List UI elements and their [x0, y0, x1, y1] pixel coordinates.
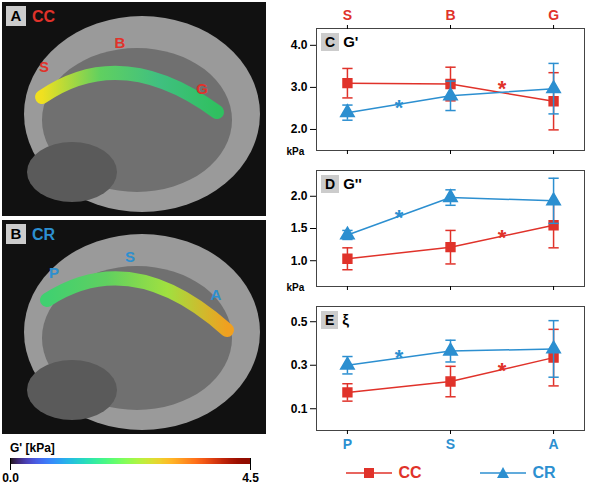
svg-text:G: G: [548, 7, 559, 23]
html-text:CR: CR: [532, 464, 556, 481]
svg-text:2.0: 2.0: [291, 189, 308, 203]
svg-text:3.0: 3.0: [291, 80, 308, 94]
svg-text:S: S: [39, 58, 49, 75]
svg-text:*: *: [395, 95, 404, 120]
svg-text:2.0: 2.0: [291, 122, 308, 136]
svg-text:P: P: [49, 264, 59, 281]
svg-text:kPa: kPa: [287, 146, 305, 157]
svg-text:CC: CC: [32, 8, 56, 25]
svg-text:G: G: [196, 80, 208, 97]
svg-text:1.5: 1.5: [291, 221, 308, 235]
svg-text:*: *: [395, 345, 404, 370]
html-text:CC: CC: [398, 464, 422, 481]
svg-text:B: B: [445, 7, 455, 23]
svg-text:S: S: [446, 436, 455, 452]
svg-text:P: P: [343, 436, 352, 452]
svg-text:S: S: [343, 7, 352, 23]
html-text:G'': G'': [343, 175, 362, 192]
svg-text:0.1: 0.1: [291, 402, 308, 416]
svg-text:B: B: [115, 34, 126, 51]
svg-text:CR: CR: [32, 226, 56, 243]
svg-text:S: S: [125, 248, 135, 265]
svg-text:A: A: [211, 286, 222, 303]
svg-text:*: *: [498, 358, 507, 383]
svg-text:*: *: [498, 76, 507, 101]
html-text:E: E: [325, 312, 335, 328]
svg-text:B: B: [11, 225, 22, 242]
svg-text:A: A: [549, 436, 559, 452]
svg-text:*: *: [395, 205, 404, 230]
svg-text:4.0: 4.0: [291, 38, 308, 52]
svg-text:0.0: 0.0: [2, 471, 19, 485]
html-text:C: C: [325, 34, 336, 50]
svg-text:4.5: 4.5: [242, 471, 259, 485]
svg-text:A: A: [11, 7, 22, 24]
html-text:G': G': [343, 33, 359, 50]
html-text:ξ: ξ: [342, 311, 349, 328]
svg-text:G' [kPa]: G' [kPa]: [10, 441, 55, 455]
svg-text:1.0: 1.0: [291, 254, 308, 268]
svg-text:0.5: 0.5: [291, 315, 308, 329]
svg-text:0.3: 0.3: [291, 358, 308, 372]
svg-text:*: *: [498, 225, 507, 250]
html-text:D: D: [325, 176, 336, 192]
svg-text:kPa: kPa: [287, 282, 305, 293]
